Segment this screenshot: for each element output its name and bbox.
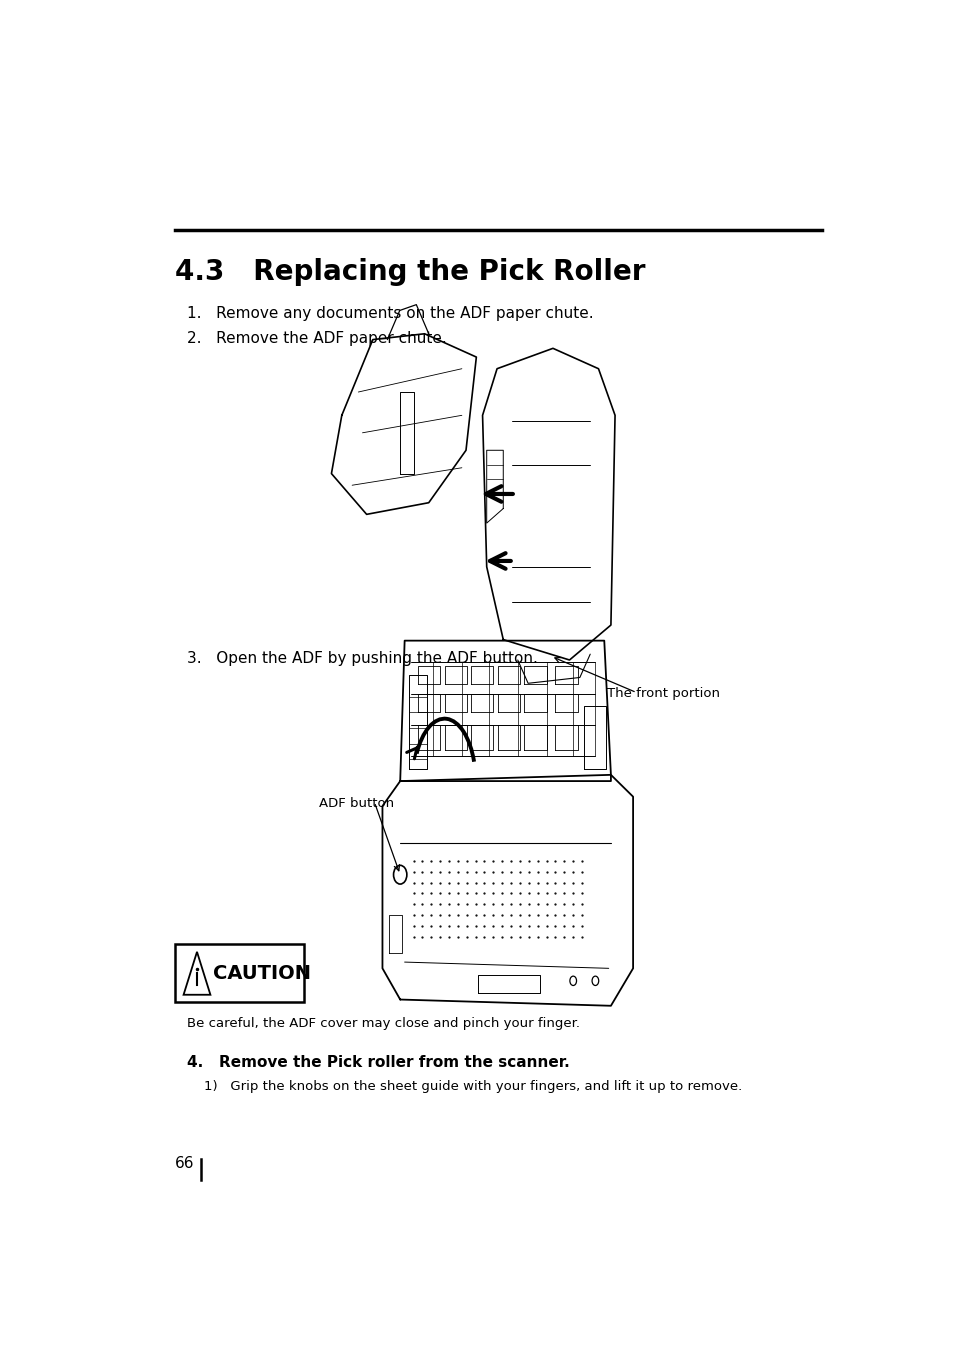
Text: 1.   Remove any documents on the ADF paper chute.: 1. Remove any documents on the ADF paper… — [187, 305, 594, 320]
Text: 3.   Open the ADF by pushing the ADF button.: 3. Open the ADF by pushing the ADF butto… — [187, 651, 537, 666]
Text: Be careful, the ADF cover may close and pinch your finger.: Be careful, the ADF cover may close and … — [187, 1017, 579, 1031]
Text: 2.   Remove the ADF paper chute.: 2. Remove the ADF paper chute. — [187, 331, 447, 346]
Text: CAUTION: CAUTION — [213, 963, 311, 982]
Text: The front portion: The front portion — [606, 688, 720, 700]
Text: 4.3   Replacing the Pick Roller: 4.3 Replacing the Pick Roller — [174, 258, 644, 286]
Text: ADF button: ADF button — [318, 797, 394, 809]
Text: 66: 66 — [174, 1156, 194, 1171]
Text: 4.   Remove the Pick roller from the scanner.: 4. Remove the Pick roller from the scann… — [187, 1055, 570, 1070]
Text: 1)   Grip the knobs on the sheet guide with your fingers, and lift it up to remo: 1) Grip the knobs on the sheet guide wit… — [204, 1079, 741, 1093]
